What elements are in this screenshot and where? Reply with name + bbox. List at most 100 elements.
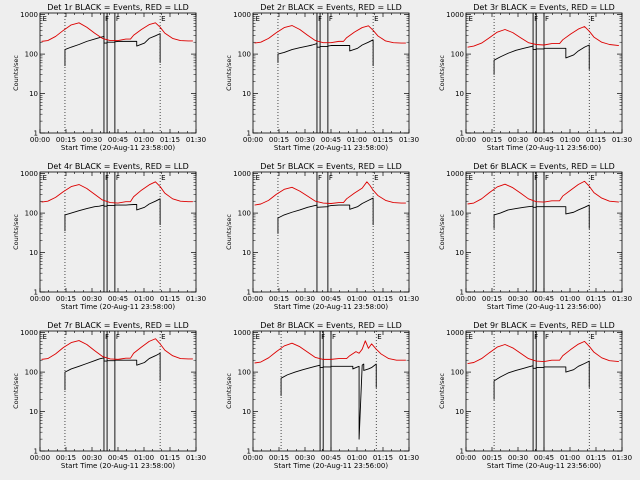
y-axis-label: Counts/sec (225, 214, 233, 250)
x-tick-label: 00:00 (243, 136, 263, 144)
series-line-lld (467, 180, 619, 205)
x-tick-label: 01:00 (134, 295, 154, 303)
chart-title: Det 4r BLACK = Events, RED = LLD (47, 162, 189, 171)
x-tick-label: 00:15 (56, 295, 76, 303)
y-tick-label: 10 (29, 408, 38, 416)
x-tick-label: 01:15 (586, 295, 606, 303)
y-axis-label: Counts/sec (12, 55, 20, 91)
flag-label: F (534, 333, 538, 341)
series-line-lld (254, 340, 406, 364)
y-axis-label: Counts/sec (438, 214, 446, 250)
x-axis-label: Start Time (20-Aug-11 23:56:00) (274, 462, 388, 470)
chart-title: Det 5r BLACK = Events, RED = LLD (260, 162, 402, 171)
y-tick-label: 100 (451, 51, 464, 59)
y-tick-label: 100 (25, 369, 38, 377)
x-tick-label: 00:45 (108, 454, 128, 462)
series-line-events (493, 204, 590, 229)
x-tick-label: 00:30 (82, 136, 102, 144)
flag-label: F (116, 333, 120, 341)
x-axis-label: Start Time (20-Aug-11 23:58:00) (61, 144, 175, 152)
y-tick-label: 1 (34, 289, 38, 297)
series-line-events (493, 360, 590, 400)
x-tick-label: 01:30 (399, 136, 419, 144)
flag-label: E (590, 333, 594, 341)
flag-label: E (43, 15, 47, 23)
series-line-events (64, 33, 161, 66)
x-tick-label: 01:15 (160, 136, 180, 144)
flag-label: F (105, 174, 109, 182)
y-tick-label: 1 (34, 448, 38, 456)
plot-frame (39, 12, 197, 134)
y-tick-label: 1000 (20, 170, 38, 178)
flag-label: E (256, 174, 260, 182)
x-tick-label: 00:30 (508, 136, 528, 144)
x-axis-label: Start Time (20-Aug-11 23:56:00) (487, 462, 601, 470)
x-tick-label: 00:45 (108, 136, 128, 144)
y-tick-label: 100 (451, 369, 464, 377)
x-tick-label: 01:15 (373, 454, 393, 462)
series-line-events (277, 39, 374, 66)
x-tick-label: 00:45 (534, 295, 554, 303)
flag-label: E (256, 333, 260, 341)
flag-label: E (374, 15, 378, 23)
chart-title: Det 7r BLACK = Events, RED = LLD (47, 321, 189, 330)
x-tick-label: 00:00 (30, 136, 50, 144)
chart-panel-9: Det 9r BLACK = Events, RED = LLD 00:00 00:… (438, 321, 632, 470)
y-axis-label: Counts/sec (225, 373, 233, 409)
series-line-lld (41, 22, 193, 42)
y-tick-label: 1000 (20, 329, 38, 337)
x-tick-label: 00:00 (243, 454, 263, 462)
y-axis-label: Counts/sec (438, 373, 446, 409)
flag-label: E (590, 15, 594, 23)
x-tick-label: 01:00 (347, 454, 367, 462)
y-axis-label: Counts/sec (12, 214, 20, 250)
x-axis-label: Start Time (20-Aug-11 23:58:00) (274, 144, 388, 152)
x-axis-label: Start Time (20-Aug-11 23:56:00) (487, 144, 601, 152)
y-tick-label: 1 (460, 448, 464, 456)
x-tick-label: 01:30 (399, 454, 419, 462)
x-axis-label: Start Time (20-Aug-11 23:58:00) (61, 303, 175, 311)
y-tick-label: 10 (455, 408, 464, 416)
y-tick-label: 100 (238, 51, 251, 59)
y-tick-label: 100 (25, 51, 38, 59)
x-tick-label: 01:00 (347, 295, 367, 303)
flag-label: F (534, 15, 538, 23)
series-line-events (280, 363, 377, 440)
chart-panel-1: Det 1r BLACK = Events, RED = LLD 00:00 00:… (12, 3, 206, 152)
x-axis-label: Start Time (20-Aug-11 23:58:00) (61, 462, 175, 470)
x-tick-label: 00:30 (508, 295, 528, 303)
y-tick-label: 1000 (233, 170, 251, 178)
flag-label: F (545, 333, 549, 341)
flag-label: E (161, 174, 165, 182)
x-tick-label: 00:15 (482, 136, 502, 144)
series-line-lld (467, 340, 619, 364)
y-tick-label: 10 (242, 408, 251, 416)
flag-label: E (43, 174, 47, 182)
flag-label: F (329, 174, 333, 182)
y-tick-label: 10 (242, 90, 251, 98)
x-tick-label: 01:30 (186, 295, 206, 303)
chart-panel-6: Det 6r BLACK = Events, RED = LLD 00:00 00:… (438, 162, 632, 311)
plot-frame (252, 171, 410, 293)
x-tick-label: 00:00 (456, 136, 476, 144)
y-axis-label: Counts/sec (438, 55, 446, 91)
y-tick-label: 100 (238, 210, 251, 218)
x-tick-label: 01:00 (560, 295, 580, 303)
x-tick-label: 00:45 (534, 454, 554, 462)
chart-panel-8: Det 8r BLACK = Events, RED = LLD 00:00 00:… (225, 321, 419, 470)
x-tick-label: 00:15 (269, 295, 289, 303)
y-tick-label: 1000 (446, 329, 464, 337)
x-axis-label: Start Time (20-Aug-11 23:56:00) (487, 303, 601, 311)
x-tick-label: 00:00 (30, 454, 50, 462)
x-tick-label: 01:00 (347, 136, 367, 144)
x-tick-label: 00:45 (534, 136, 554, 144)
chart-title: Det 9r BLACK = Events, RED = LLD (473, 321, 615, 330)
x-tick-label: 01:15 (160, 295, 180, 303)
flag-label: E (256, 15, 260, 23)
y-tick-label: 10 (29, 249, 38, 257)
x-tick-label: 01:30 (186, 454, 206, 462)
y-tick-label: 1 (460, 289, 464, 297)
x-tick-label: 00:00 (243, 295, 263, 303)
x-tick-label: 01:30 (612, 295, 632, 303)
flag-label: F (545, 15, 549, 23)
